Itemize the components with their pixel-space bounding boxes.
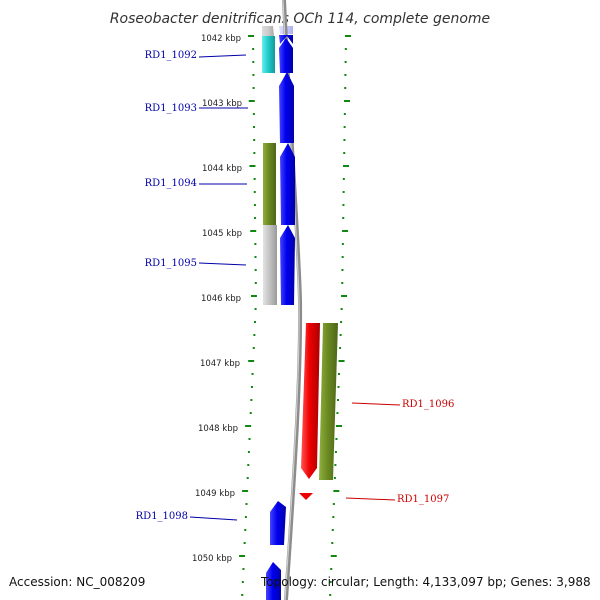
ruler-label-1048: 1048 kbp [198, 424, 238, 434]
ruler-label-1049: 1049 kbp [195, 489, 235, 499]
leader-rd1-1095 [198, 262, 247, 266]
leader-rd1-1098 [189, 516, 238, 521]
upper-track-fragments [262, 26, 293, 36]
map-title: Roseobacter denitrificans OCh 114, compl… [110, 11, 490, 27]
ruler-label-1046: 1046 kbp [201, 294, 241, 304]
gene-arrow-inner-2 [279, 38, 293, 73]
ruler-label-1042: 1042 kbp [201, 34, 241, 44]
ruler-label-1045: 1045 kbp [202, 229, 242, 239]
right-strand-genes [299, 323, 338, 500]
inner-strand-genes [279, 35, 295, 305]
ruler-ticks-left [239, 35, 257, 596]
leader-rd1-1097 [345, 497, 396, 501]
label-rd1-1093[interactable]: RD1_1093 [145, 103, 197, 114]
gene-rd1-1095 [263, 225, 277, 305]
ruler-ticks-right [329, 35, 351, 596]
label-rd1-1098[interactable]: RD1_1098 [136, 511, 188, 522]
gene-arrow-inner-4 [280, 143, 295, 225]
gene-rd1-1098 [270, 501, 286, 545]
gene-small-red-arrow [299, 493, 313, 500]
ruler-label-1050: 1050 kbp [192, 554, 232, 564]
gene-rd1-1092 [262, 36, 275, 73]
ruler-label-1047: 1047 kbp [200, 359, 240, 369]
gene-rd1-1094 [263, 143, 276, 225]
ruler-label-1044: 1044 kbp [202, 164, 242, 174]
label-rd1-1096[interactable]: RD1_1096 [402, 399, 454, 410]
gene-rd1-1096 [301, 323, 320, 479]
genome-summary-text: Topology: circular; Length: 4,133,097 bp… [260, 575, 591, 589]
label-rd1-1092[interactable]: RD1_1092 [145, 50, 197, 61]
gene-labels: RD1_1092 RD1_1093 RD1_1094 RD1_1095 RD1_… [136, 50, 455, 522]
accession-text: Accession: NC_008209 [9, 575, 145, 589]
gene-rd1-1097 [319, 323, 338, 480]
leader-rd1-1096 [351, 402, 401, 406]
leader-rd1-1092 [198, 54, 247, 58]
left-strand-genes [262, 36, 286, 600]
gene-arrow-inner-1 [279, 35, 293, 44]
ruler-label-1043: 1043 kbp [202, 99, 242, 109]
ruler-labels: 1042 kbp 1043 kbp 1044 kbp 1045 kbp 1046… [192, 34, 242, 564]
label-rd1-1095[interactable]: RD1_1095 [145, 258, 197, 269]
gene-arrow-inner-5 [280, 225, 295, 305]
label-rd1-1097[interactable]: RD1_1097 [397, 494, 449, 505]
gene-arrow-bottom [266, 562, 281, 600]
gene-arrow-inner-3 [279, 72, 294, 143]
label-rd1-1094[interactable]: RD1_1094 [145, 178, 197, 189]
